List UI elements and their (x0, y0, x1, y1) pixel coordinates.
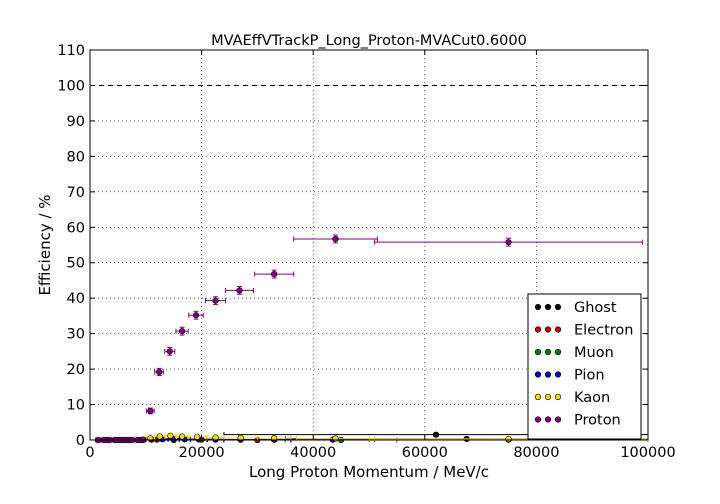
y-tick-label: 40 (67, 291, 85, 307)
data-marker (166, 348, 173, 355)
axis-ticks: 0 20000 40000 60000 80000 100000 0 10 20 30 40 50 60… (57, 43, 675, 461)
data-point-proton (164, 346, 176, 356)
legend-marker (534, 371, 542, 378)
x-tick-label: 20000 (179, 445, 225, 461)
legend-marker (554, 371, 562, 378)
data-marker (194, 433, 201, 440)
y-tick-label: 0 (76, 433, 85, 449)
legend-marker (544, 326, 552, 333)
legend-entry-electron: Electron (534, 323, 633, 339)
y-tick-label: 10 (67, 398, 85, 414)
legend-marker (554, 348, 562, 356)
data-point-proton (254, 269, 295, 279)
data-point-kaon (154, 433, 166, 440)
legend-label: Electron (574, 323, 633, 339)
legend-marker (544, 303, 552, 311)
x-axis-label: Long Proton Momentum / MeV/c (249, 463, 489, 481)
y-tick-label: 110 (57, 43, 85, 59)
legend-marker (544, 348, 552, 356)
legend-marker (544, 371, 552, 378)
data-marker (212, 297, 219, 304)
legend-marker (534, 348, 542, 356)
legend-label: Kaon (574, 390, 610, 406)
data-point-kaon (295, 435, 376, 442)
legend-label: Proton (574, 413, 621, 429)
x-tick-label: 40000 (290, 445, 336, 461)
x-tick-label: 60000 (402, 445, 448, 461)
data-marker (332, 435, 339, 442)
data-point-proton (145, 407, 155, 415)
legend-label: Ghost (574, 300, 617, 316)
y-tick-label: 100 (57, 78, 85, 94)
data-marker (332, 235, 339, 243)
data-marker (237, 434, 244, 441)
y-tick-label: 60 (67, 220, 85, 236)
legend: Ghost Electron Muon Pion Kaon Proton (527, 293, 642, 440)
data-marker (178, 433, 186, 440)
legend-marker (554, 393, 562, 401)
plot-frame (89, 49, 649, 441)
legend-marker (554, 303, 562, 311)
data-marker (505, 435, 512, 443)
data-marker (432, 431, 440, 438)
legend-entry-ghost: Ghost (534, 300, 617, 316)
y-tick-label: 50 (67, 256, 85, 272)
legend-marker (544, 416, 552, 423)
legend-marker (544, 393, 552, 401)
legend-box (527, 293, 642, 440)
x-tick-label: 100000 (620, 445, 675, 461)
data-point-proton (205, 296, 227, 306)
y-axis-label: Efficiency / % (36, 194, 54, 295)
legend-label: Pion (574, 368, 605, 384)
x-tick-label: 80000 (513, 445, 559, 461)
legend-entry-muon: Muon (534, 345, 614, 361)
y-tick-label: 20 (67, 362, 85, 378)
data-point-kaon (188, 433, 207, 440)
data-point-proton (154, 367, 165, 376)
y-tick-label: 80 (67, 149, 85, 165)
data-marker (212, 434, 219, 441)
data-point-proton (293, 234, 378, 244)
legend-entry-kaon: Kaon (534, 390, 610, 406)
legend-label: Muon (574, 345, 614, 361)
data-marker (271, 270, 278, 278)
data-point-kaon (175, 433, 189, 440)
legend-entry-pion: Pion (534, 368, 605, 384)
legend-marker (534, 416, 542, 423)
legend-marker (554, 326, 562, 333)
chart-title: MVAEffVTrackP_Long_Proton-MVACut0.6000 (211, 33, 527, 49)
data-point-proton (225, 285, 254, 295)
data-marker (147, 407, 154, 415)
data-marker (156, 433, 163, 440)
data-marker (192, 312, 200, 319)
y-tick-label: 30 (67, 327, 85, 343)
data-marker (167, 432, 174, 439)
data-point-kaon (164, 432, 176, 439)
data-marker (505, 239, 512, 246)
legend-marker (534, 326, 542, 333)
data-point-proton (188, 310, 204, 320)
data-marker (236, 287, 243, 294)
data-marker (178, 328, 186, 335)
legend-marker (534, 393, 542, 401)
legend-marker (534, 303, 542, 311)
legend-entry-proton: Proton (534, 413, 621, 429)
legend-marker (554, 416, 562, 423)
y-tick-label: 70 (67, 185, 85, 201)
data-point-proton (374, 237, 643, 247)
data-marker (156, 368, 163, 376)
x-tick-label: 0 (85, 445, 94, 461)
data-point-proton (175, 326, 189, 336)
y-tick-label: 90 (67, 114, 85, 130)
